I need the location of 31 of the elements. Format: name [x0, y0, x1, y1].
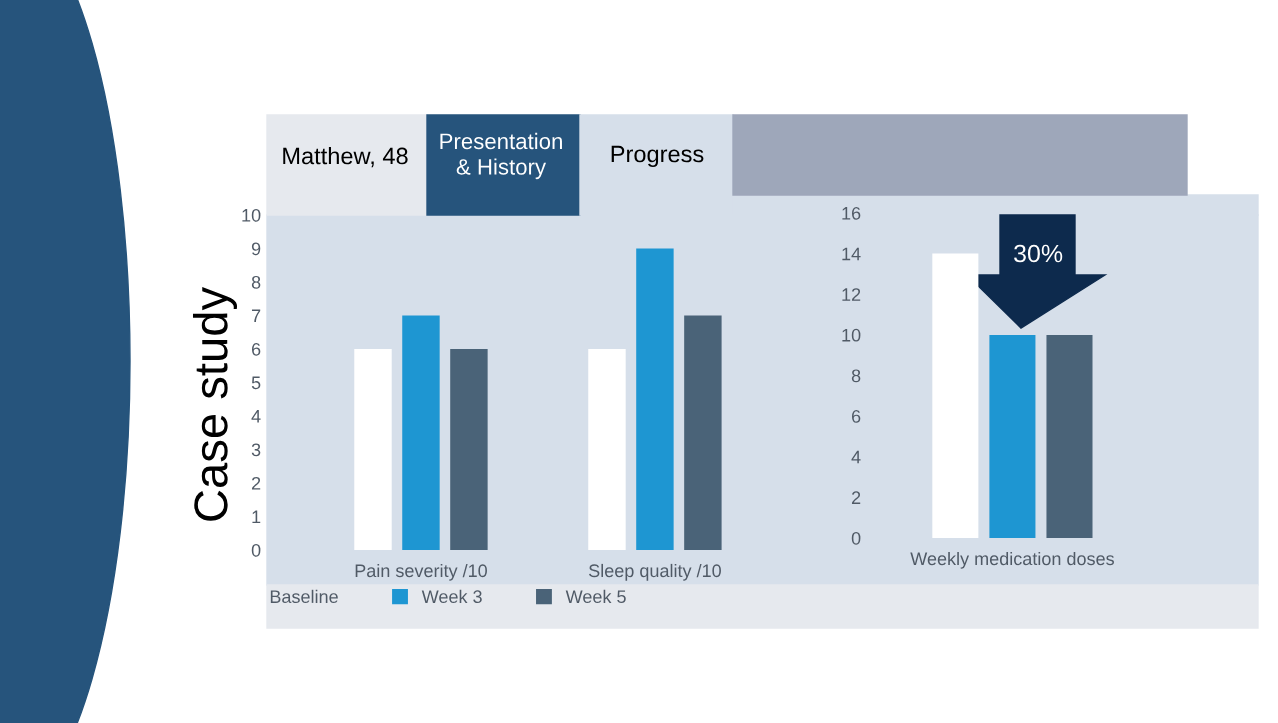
y-tick-label: 10 [842, 328, 861, 342]
x-tick-label: Sleep quality /10 [589, 563, 721, 581]
text: Progress [611, 145, 704, 168]
text: Matthew, 48 [283, 147, 408, 168]
y-tick-label: 14 [842, 247, 861, 261]
x-tick-label: Pain severity /10 [355, 563, 487, 581]
y-tick-label: 4 [851, 450, 861, 464]
text: Presentation & History [440, 132, 562, 180]
y-tick-label: 10 [242, 208, 261, 222]
y-tick-label: 5 [251, 376, 261, 390]
y-tick-label: 2 [251, 476, 261, 490]
y-tick-label: 1 [252, 510, 261, 524]
y-tick-label: 12 [842, 288, 861, 301]
legend-label: Week 3 [421, 589, 482, 604]
y-tick-label: 6 [851, 410, 861, 423]
legend-label: Week 5 [565, 589, 626, 604]
x-tick-label: Weekly medication doses [910, 551, 1114, 569]
text: Case study [192, 286, 238, 521]
y-tick-label: 4 [251, 410, 261, 423]
y-tick-label: 8 [251, 275, 261, 289]
y-tick-label: 7 [252, 309, 261, 323]
y-tick-label: 3 [251, 443, 261, 457]
y-tick-label: 6 [251, 342, 261, 356]
y-tick-label: 0 [851, 531, 861, 545]
y-tick-label: 9 [251, 242, 261, 256]
y-tick-label: 8 [851, 369, 861, 383]
y-tick-label: 2 [851, 491, 861, 504]
annotation: 30% [1014, 244, 1063, 263]
y-tick-label: 0 [251, 543, 261, 557]
y-tick-label: 16 [842, 206, 861, 220]
text: Baseline [270, 589, 338, 604]
